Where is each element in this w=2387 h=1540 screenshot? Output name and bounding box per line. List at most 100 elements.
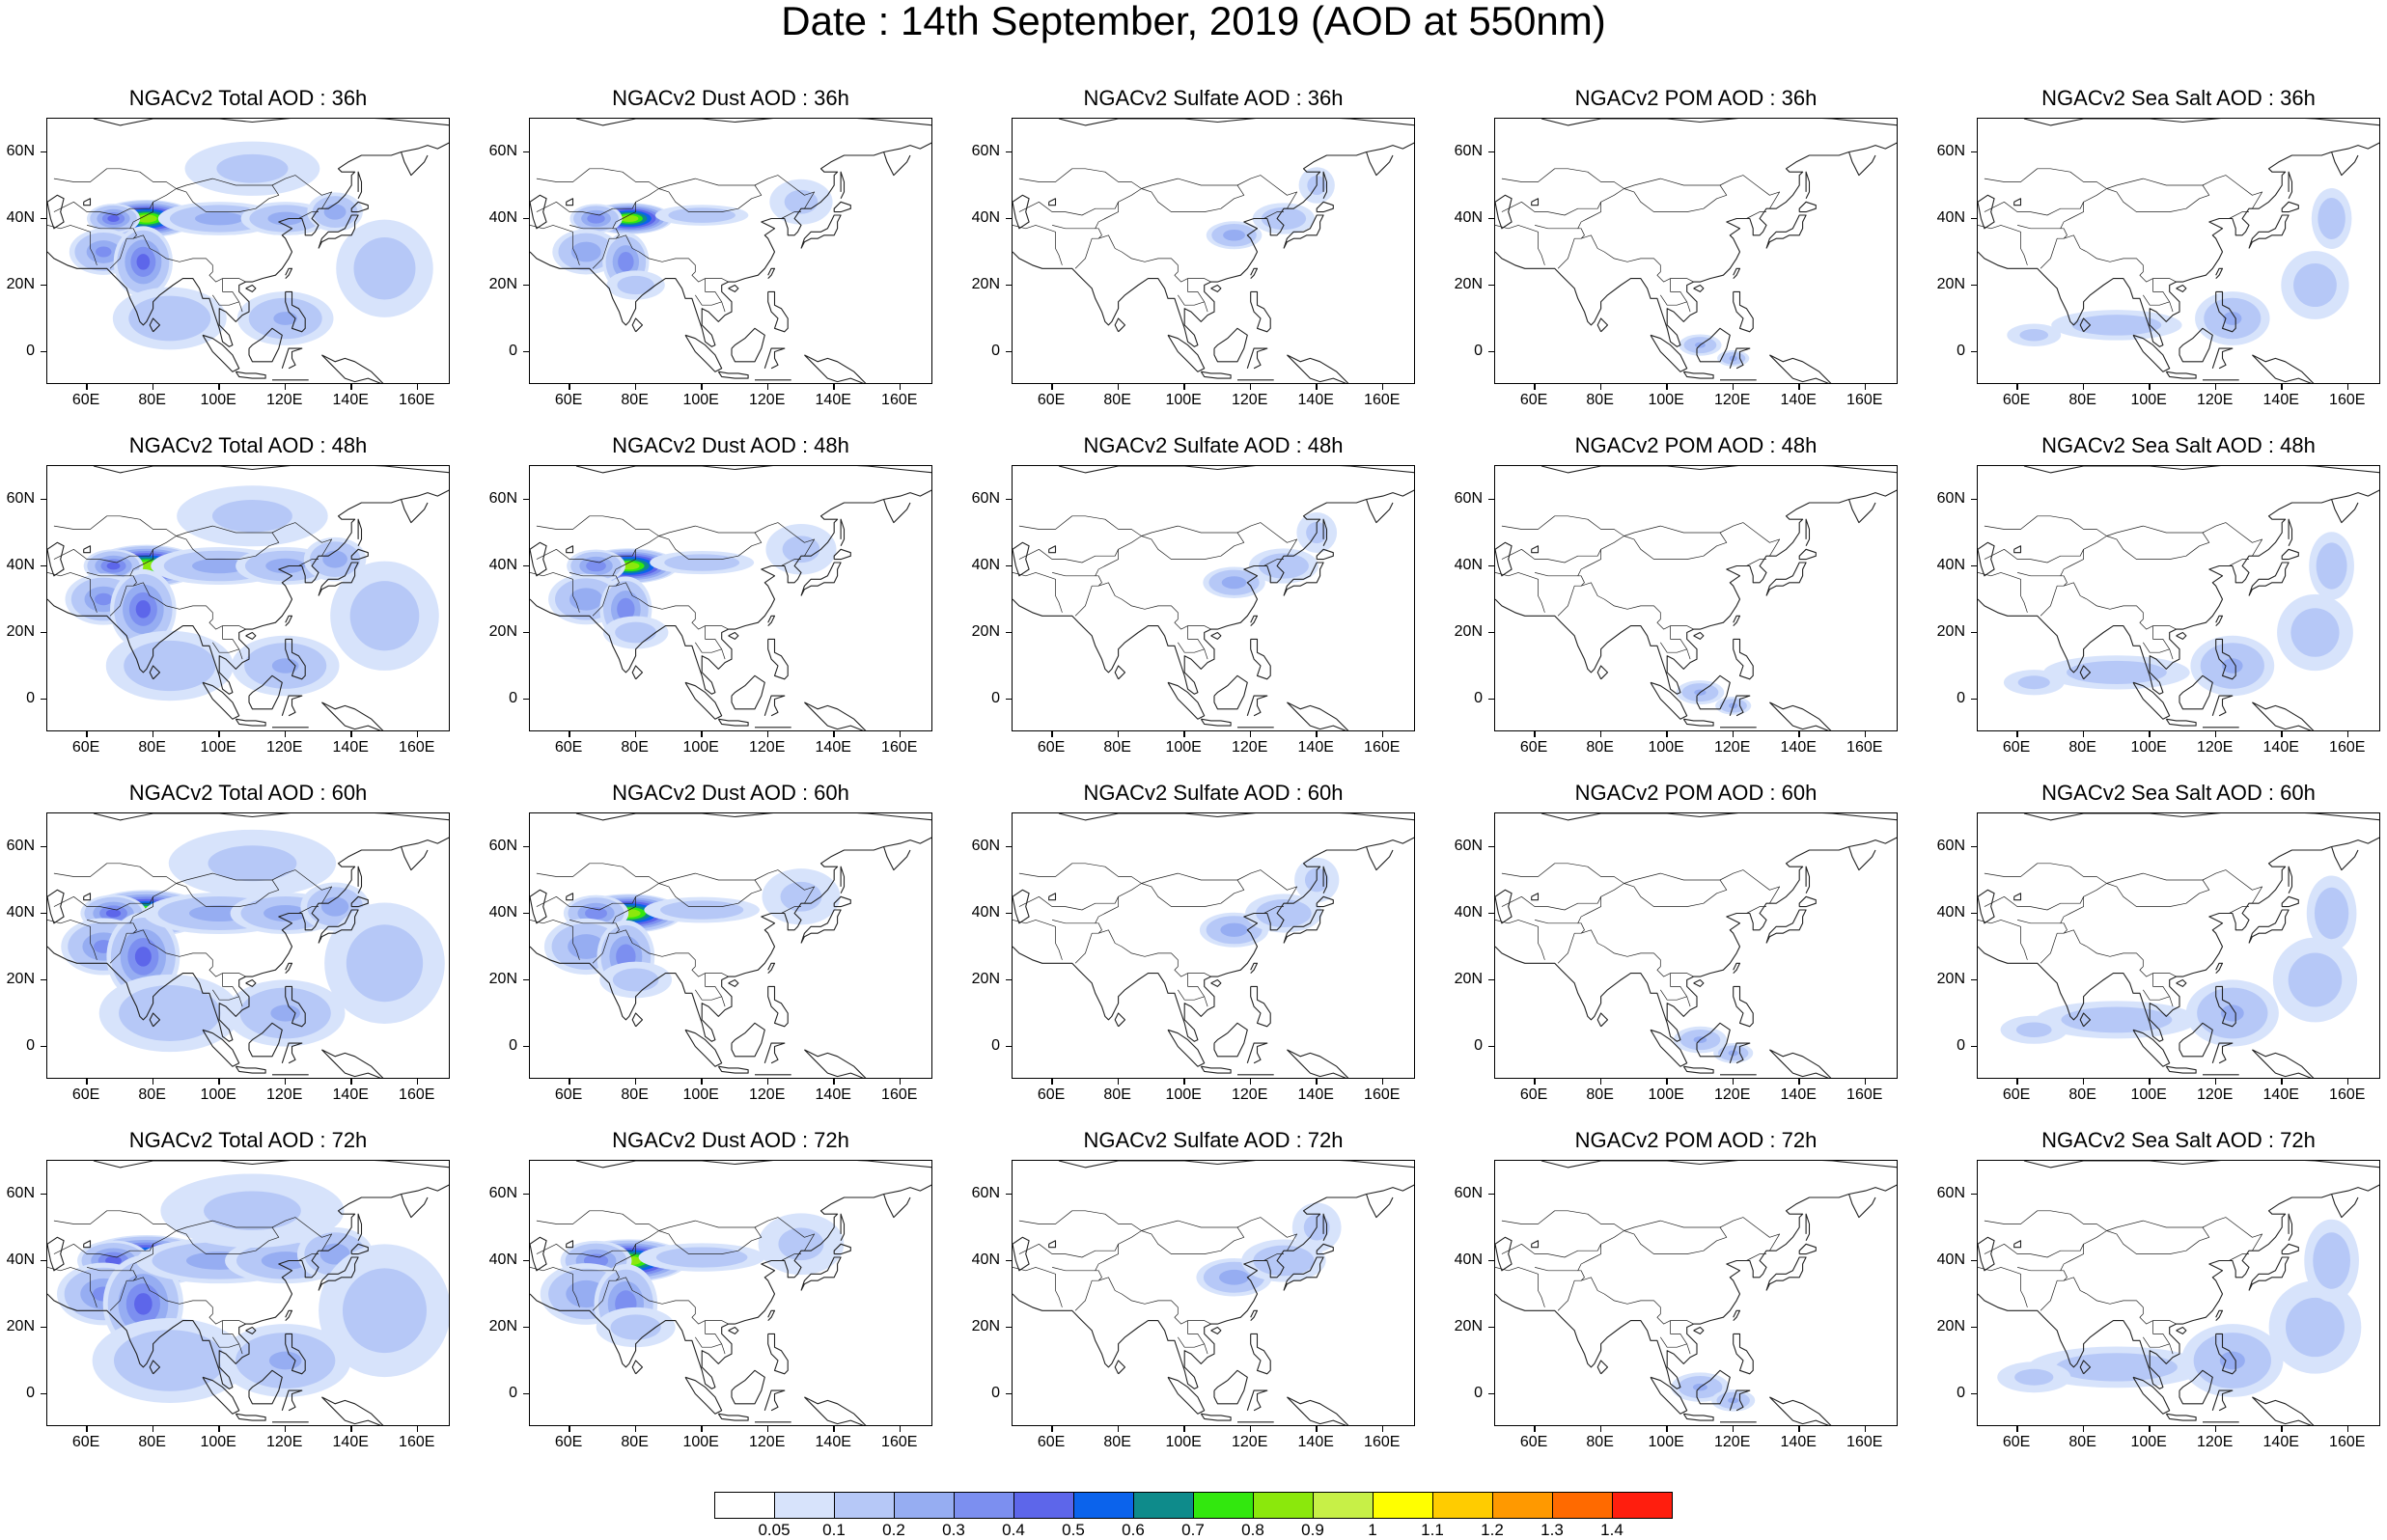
aod-contour	[2014, 1368, 2054, 1386]
country-border	[53, 863, 177, 884]
country-border	[1984, 548, 2084, 564]
lon-tick	[284, 731, 287, 737]
coastline	[2215, 290, 2236, 333]
coastline	[1250, 267, 1259, 279]
coastline	[401, 151, 429, 177]
country-border	[132, 1277, 246, 1325]
aod-contour	[1220, 922, 1248, 937]
lon-tick	[2149, 731, 2151, 737]
colorbar-label: 1.2	[1481, 1521, 1504, 1539]
aod-contour	[322, 550, 347, 568]
country-border	[1095, 536, 1142, 576]
lat-tick-label: 40N	[1936, 903, 1965, 921]
country-border	[2152, 1320, 2174, 1355]
country-border	[1495, 920, 1545, 960]
lat-tick-label: 20N	[1454, 1317, 1483, 1334]
lon-tick-label: 120E	[1232, 392, 1268, 408]
coastline	[1283, 562, 1324, 596]
map-panel: NGACv2 Dust AOD : 60h 60N 40N 20N 0 60E 80E 100…	[483, 780, 932, 1108]
lon-tick-label: 120E	[1714, 392, 1751, 408]
coastline	[1650, 1376, 1688, 1415]
colorbar-swatch	[834, 1492, 895, 1519]
coastline	[1650, 681, 1688, 720]
aod-contour	[780, 881, 822, 912]
coastline	[1048, 1240, 1057, 1249]
coastline	[575, 119, 931, 126]
lon-tick	[1732, 731, 1735, 737]
lon-tick	[152, 1426, 154, 1432]
map-frame	[46, 465, 450, 731]
coastline	[1798, 1243, 1817, 1255]
coastline	[1693, 284, 1705, 292]
map-panel: NGACv2 Sulfate AOD : 48h 60N 40N 20N 0 60E 80E…	[965, 432, 1415, 760]
lat-tick	[1488, 698, 1494, 700]
country-border	[781, 906, 801, 914]
coastline	[1200, 718, 1232, 727]
lon-tick	[1051, 1426, 1053, 1432]
coastline	[1540, 466, 1897, 474]
country-border	[53, 548, 153, 564]
colorbar-swatch	[894, 1492, 955, 1519]
map-canvas	[1495, 119, 1897, 383]
country-border	[1018, 863, 1142, 884]
lat-tick	[41, 698, 46, 700]
country-border	[1141, 525, 1237, 536]
figure-title: Date : 14th September, 2019 (AOD at 550n…	[781, 0, 1606, 43]
coastline	[1978, 837, 2379, 1042]
panel-title: NGACv2 Total AOD : 36h	[128, 86, 368, 110]
coastline	[1495, 541, 1513, 577]
lon-tick	[1316, 384, 1318, 390]
aod-contour	[2290, 608, 2340, 657]
lat-tick	[41, 1045, 46, 1047]
coastline	[1058, 813, 1414, 821]
coastline	[1596, 665, 1609, 680]
lon-tick	[1534, 1426, 1536, 1432]
lon-tick	[1666, 384, 1668, 390]
country-border	[129, 536, 177, 576]
country-border	[658, 178, 755, 189]
lat-tick	[1971, 978, 1977, 980]
coastline	[2248, 1256, 2290, 1291]
coastline	[2023, 466, 2379, 474]
country-border	[536, 548, 636, 564]
country-border	[2106, 1217, 2263, 1254]
country-border	[53, 168, 177, 189]
lat-tick	[1488, 1193, 1494, 1195]
coastline	[1978, 541, 1995, 577]
coastline	[202, 681, 240, 720]
country-border	[615, 234, 729, 283]
coastline	[1167, 1029, 1206, 1067]
coastline	[731, 327, 765, 363]
country-border	[2017, 920, 2068, 964]
aod-contour	[95, 592, 113, 606]
coastline	[1596, 1360, 1609, 1375]
country-border	[1535, 1267, 1585, 1311]
lat-tick	[1971, 1045, 1977, 1047]
lon-tick	[701, 731, 703, 737]
map-panel: NGACv2 Sulfate AOD : 60h 60N 40N 20N 0 60E 80E…	[965, 780, 1415, 1108]
lat-tick-label: 20N	[1454, 275, 1483, 292]
lon-tick-label: 80E	[138, 392, 166, 408]
lon-tick-label: 100E	[2130, 1434, 2167, 1450]
lat-tick-label: 20N	[488, 970, 517, 987]
coastline	[1733, 985, 1754, 1028]
country-border	[1580, 582, 1694, 630]
coastline	[321, 1396, 384, 1425]
lat-tick	[523, 698, 529, 700]
map-panel: NGACv2 Dust AOD : 36h 60N 40N 20N 0 60E 80E 100…	[483, 85, 932, 413]
country-border	[1984, 863, 2107, 884]
map-frame	[46, 1160, 450, 1426]
lat-tick-label: 20N	[1936, 1317, 1965, 1334]
country-border	[530, 572, 580, 613]
lon-tick-label: 140E	[1780, 1434, 1817, 1450]
aod-contour	[587, 213, 605, 224]
map-canvas	[1013, 813, 1414, 1078]
country-border	[615, 582, 729, 630]
country-border	[1501, 168, 1624, 189]
lat-tick	[1488, 284, 1494, 286]
coastline	[840, 171, 846, 200]
country-border	[1501, 1210, 1624, 1231]
coastline	[350, 548, 369, 561]
coastline	[530, 541, 547, 577]
lat-tick	[523, 350, 529, 352]
